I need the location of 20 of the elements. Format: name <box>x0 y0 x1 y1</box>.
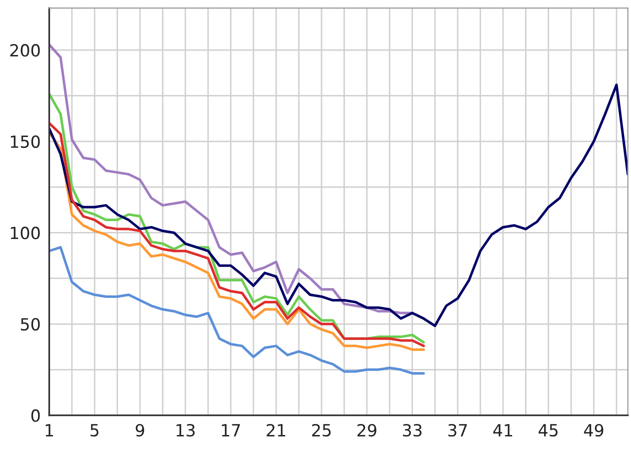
x-tick-label: 21 <box>266 424 286 436</box>
x-tick-label: 1 <box>46 424 53 436</box>
y-tick-label: 200 <box>10 44 40 57</box>
x-tick-label: 5 <box>90 424 98 437</box>
y-tick-label: 100 <box>10 226 40 240</box>
y-tick-label: 150 <box>10 135 40 148</box>
x-tick-label: 25 <box>312 424 331 437</box>
x-tick-label: 45 <box>538 424 558 437</box>
y-tick-label: 50 <box>20 318 40 331</box>
x-tick-label: 49 <box>584 424 604 437</box>
line-series <box>49 84 628 328</box>
y-tick-label: 0 <box>31 409 40 422</box>
x-tick-label: 9 <box>136 424 144 437</box>
line-series <box>49 246 425 375</box>
x-tick-label: 41 <box>493 424 512 436</box>
x-tick-label: 13 <box>176 424 195 437</box>
x-tick-label: 17 <box>222 424 240 436</box>
x-tick-label: 37 <box>448 424 467 437</box>
x-tick-label: 33 <box>402 424 422 437</box>
x-tick-label: 29 <box>358 424 376 437</box>
